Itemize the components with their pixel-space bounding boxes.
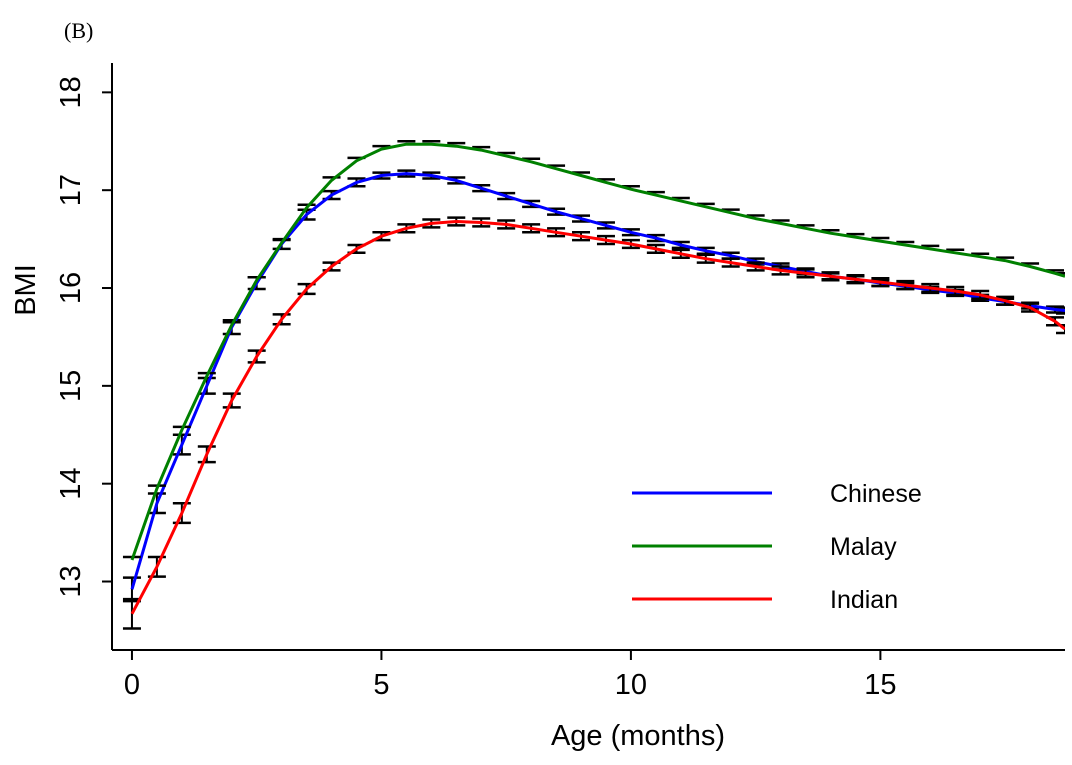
legend-label-indian: Indian [830,586,898,614]
x-tick-label: 0 [124,669,140,701]
y-tick-label: 17 [55,174,87,206]
malay-series-line [130,142,1065,561]
y-tick-label: 16 [55,272,87,304]
series-layer [122,139,1065,630]
indian-series-line [130,220,1065,615]
panel-label: (B) [64,18,94,43]
chinese-error-bar [1056,306,1065,315]
y-tick-label: 18 [55,76,87,108]
y-tick-label: 13 [55,565,87,597]
x-axis-label: Age (months) [551,720,725,752]
chinese-series-line [130,172,1065,590]
legend-label-malay: Malay [830,533,897,561]
legend-label-chinese: Chinese [830,480,922,508]
x-tick-label: 5 [373,669,389,701]
chinese-error-bar [122,576,141,603]
legend: Chinese Malay Indian [632,480,922,614]
indian-error-bar [122,597,141,630]
x-tick-label: 10 [615,669,647,701]
y-axis-label: BMI [10,264,42,316]
axes-layer: 0 5 10 15 13 14 15 16 17 18 [55,63,1065,701]
y-tick-label: 14 [55,468,87,500]
x-tick-label: 15 [864,669,896,701]
y-tick-label: 15 [55,370,87,402]
